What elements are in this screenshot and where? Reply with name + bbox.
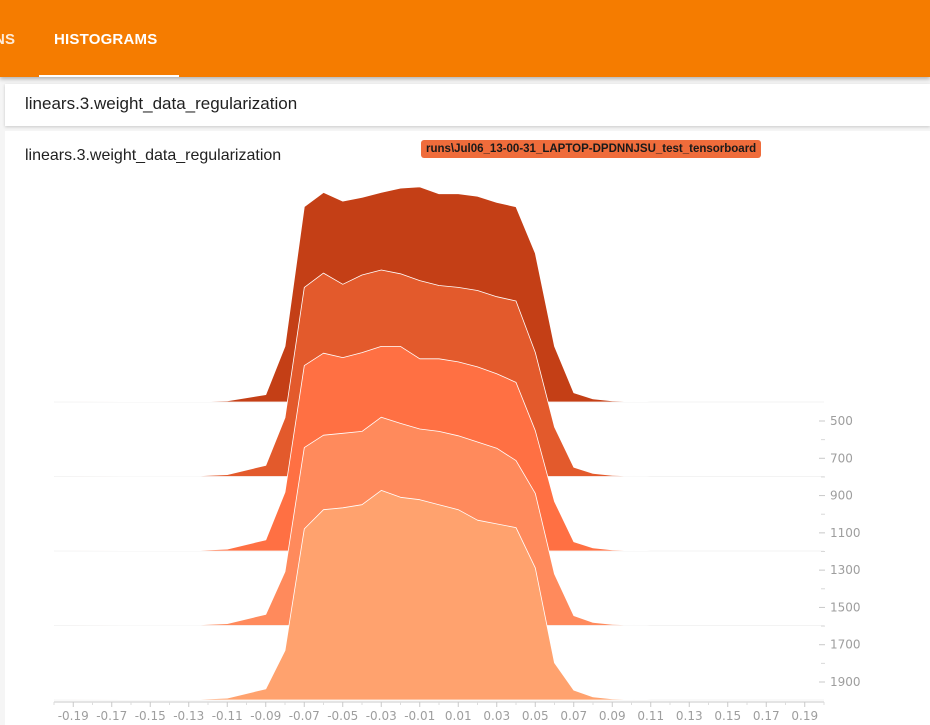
x-tick-label: 0.05 [522,709,549,723]
chart-title: linears.3.weight_data_regularization [25,147,282,164]
x-axis: -0.19 -0.17 -0.15 -0.13 -0.11 -0.09 -0.07 -0.05… [53,701,825,723]
histogram-area [53,490,825,701]
y-tick-label: 1500 [830,600,861,614]
x-tick-label: -0.03 [366,709,397,723]
top-nav-bar: NS HISTOGRAMS [0,0,930,77]
tab-distributions[interactable]: NS [0,31,16,48]
y-tick-label: 1100 [830,526,861,540]
x-tick-label: 0.01 [445,709,472,723]
y-tick-label: 500 [830,414,853,428]
x-tick-label: -0.05 [327,709,358,723]
y-tick-label: 900 [830,489,853,503]
tab-histograms[interactable]: HISTOGRAMS [54,31,158,48]
x-tick-label: 0.15 [714,709,741,723]
y-tick-label: 1700 [830,638,861,652]
x-tick-label: -0.13 [173,709,204,723]
y-tick-label: 1900 [830,675,861,689]
y-axis: 500 700 900 1100 1300 1500 1700 1900 [819,414,861,689]
histogram-layer [53,490,825,701]
x-tick-label: 0.13 [676,709,703,723]
y-tick-label: 700 [830,451,853,465]
x-tick-label: 0.09 [599,709,626,723]
x-tick-label: 0.11 [637,709,664,723]
tag-group-header[interactable]: linears.3.weight_data_regularization [5,84,930,126]
x-tick-label: -0.09 [250,709,281,723]
x-tick-label: -0.11 [212,709,243,723]
x-tick-label: 0.17 [753,709,780,723]
tag-group-title: linears.3.weight_data_regularization [25,94,298,113]
x-tick-label: 0.07 [560,709,587,723]
x-tick-label: 0.19 [791,709,818,723]
x-tick-label: -0.01 [404,709,435,723]
x-tick-label: 0.03 [483,709,510,723]
x-tick-label: -0.17 [96,709,127,723]
x-tick-label: -0.15 [135,709,166,723]
run-label-badge: runs\Jul06_13-00-31_LAPTOP-DPDNNJSU_test… [421,140,762,158]
histogram-card: linears.3.weight_data_regularization run… [5,131,930,725]
x-tick-label: -0.19 [58,709,89,723]
y-tick-label: 1300 [830,563,861,577]
active-tab-indicator [39,75,179,77]
x-tick-label: -0.07 [289,709,320,723]
